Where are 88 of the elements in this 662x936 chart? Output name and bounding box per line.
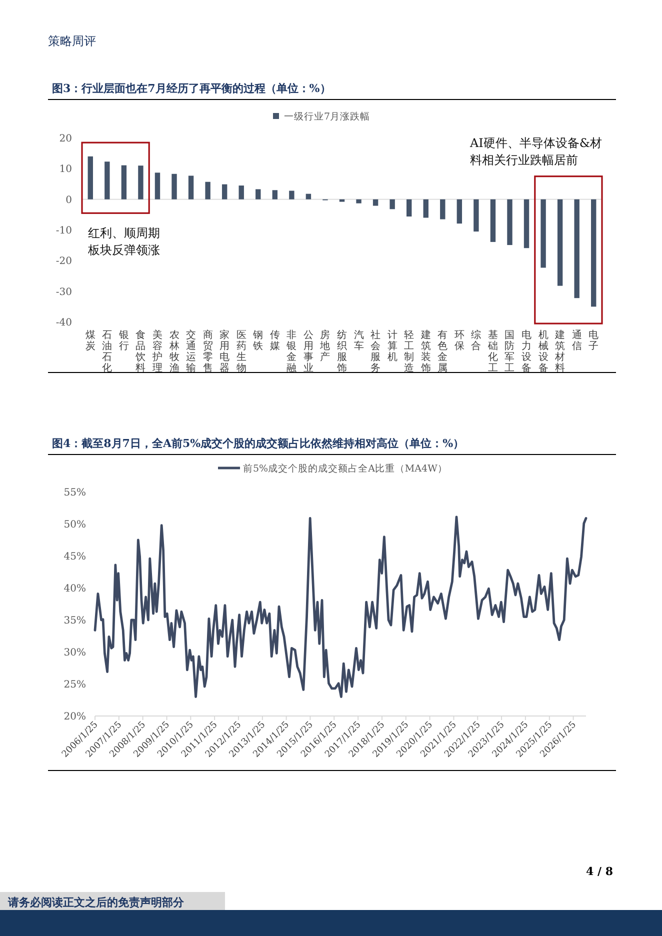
y-tick-label: 40% xyxy=(64,584,86,594)
bar xyxy=(524,199,530,248)
bar xyxy=(289,190,294,200)
x-tick-label: 环保 xyxy=(454,330,464,352)
y-tick-label: 10 xyxy=(59,164,72,176)
bar xyxy=(256,189,261,200)
bar xyxy=(540,199,546,268)
bar xyxy=(104,162,110,200)
y-tick-label: -20 xyxy=(56,256,72,268)
bar xyxy=(121,165,127,200)
x-tick-label: 综合 xyxy=(471,330,482,352)
x-tick-label: 机械设备 xyxy=(538,330,548,374)
y-tick-label: 0 xyxy=(66,194,72,206)
bar xyxy=(222,184,228,200)
bar xyxy=(306,194,312,200)
y-tick-label: 35% xyxy=(64,616,86,626)
bar xyxy=(339,199,345,202)
x-tick-label: 公用事业 xyxy=(303,330,314,374)
x-tick-label: 电力设备 xyxy=(522,330,532,374)
x-tick-label: 美容护理 xyxy=(152,330,162,374)
x-tick-label: 建筑装饰 xyxy=(420,330,431,374)
bar xyxy=(474,199,479,232)
y-tick-label: 20 xyxy=(59,134,72,144)
bar xyxy=(188,176,194,200)
x-tick-label: 钢铁 xyxy=(253,330,264,352)
x-tick-label: 银行 xyxy=(118,330,129,352)
bar xyxy=(154,172,160,200)
bar xyxy=(88,156,93,200)
bar xyxy=(406,199,412,217)
x-tick-label: 建筑材料 xyxy=(555,330,566,374)
line-series xyxy=(94,516,588,698)
bar xyxy=(591,199,596,307)
x-tick-label: 家用电器 xyxy=(220,330,230,374)
bar xyxy=(372,199,378,206)
text: 4 / 8 xyxy=(586,865,613,878)
bar xyxy=(440,199,446,220)
legend-label: 一级行业7月涨跌幅 xyxy=(284,110,370,122)
x-tick-label: 通信 xyxy=(572,330,582,352)
bar xyxy=(423,199,428,218)
text: 策略周评 xyxy=(48,33,96,50)
y-tick-label: -30 xyxy=(56,286,72,298)
chart-title: 图3：行业层面也在7月经历了再平衡的过程（单位：%） xyxy=(52,81,331,96)
bar xyxy=(205,182,210,200)
y-tick-label: -40 xyxy=(56,318,72,328)
x-tick-label: 医药生物 xyxy=(236,330,246,374)
bar xyxy=(574,199,580,298)
bar xyxy=(490,199,496,242)
y-tick-label: 45% xyxy=(64,552,86,562)
y-tick-label: 50% xyxy=(64,520,86,530)
x-tick-label: 计算机 xyxy=(387,330,398,363)
x-tick-label: 社会服务 xyxy=(370,330,381,374)
x-tick-label: 纺织服饰 xyxy=(337,330,347,374)
y-tick-label: 30% xyxy=(64,648,86,658)
bar xyxy=(172,174,177,200)
legend-label: 前5%成交个股的成交额占全A比重（MA4W） xyxy=(243,462,448,474)
x-tick-label: 商贸零售 xyxy=(202,330,213,374)
y-tick-label: 55% xyxy=(64,488,86,498)
bar xyxy=(272,190,278,200)
x-tick-label: 国防军工 xyxy=(504,330,515,374)
bar xyxy=(138,166,144,200)
x-tick-label: 电子 xyxy=(588,330,599,352)
x-tick-label: 轻工制造 xyxy=(404,330,414,374)
annotation: AI硬件、半导体设备&材料相关行业跌幅居前 xyxy=(470,135,604,169)
y-tick-label: -10 xyxy=(56,226,72,236)
x-tick-label: 煤炭 xyxy=(85,330,96,352)
x-tick-label: 房地产 xyxy=(320,330,330,363)
bar xyxy=(507,199,512,246)
y-tick-label: 25% xyxy=(64,680,86,690)
x-tick-label: 汽车 xyxy=(354,330,364,352)
x-tick-label: 石油石化 xyxy=(102,330,112,374)
x-tick-label: 食品饮料 xyxy=(136,330,146,374)
chart-title: 图4：截至8月7日，全A前5%成交个股的成交额占比依然维持相对高位（单位：%） xyxy=(52,436,464,451)
x-tick-label: 农林牧渔 xyxy=(169,330,180,374)
bar xyxy=(456,199,462,224)
x-tick-label: 非银金融 xyxy=(286,330,297,374)
x-tick-label: 有色金属 xyxy=(438,330,448,374)
annotation: 红利、顺周期板块反弹领涨 xyxy=(88,225,161,259)
legend: 前5%成交个股的成交额占全A比重（MA4W） xyxy=(218,464,448,474)
bar xyxy=(238,186,244,200)
bar xyxy=(356,199,362,204)
y-tick-label: 20% xyxy=(64,712,86,722)
bar xyxy=(557,199,563,286)
bar xyxy=(390,199,395,210)
x-tick-label: 基础化工 xyxy=(488,330,498,374)
text: 请务必阅读正文之后的免责声明部分 xyxy=(0,892,225,914)
x-tick-label: 交通运输 xyxy=(186,330,196,374)
x-tick-label: 传媒 xyxy=(270,330,280,352)
legend: 一级行业7月涨跌幅 xyxy=(273,112,370,122)
